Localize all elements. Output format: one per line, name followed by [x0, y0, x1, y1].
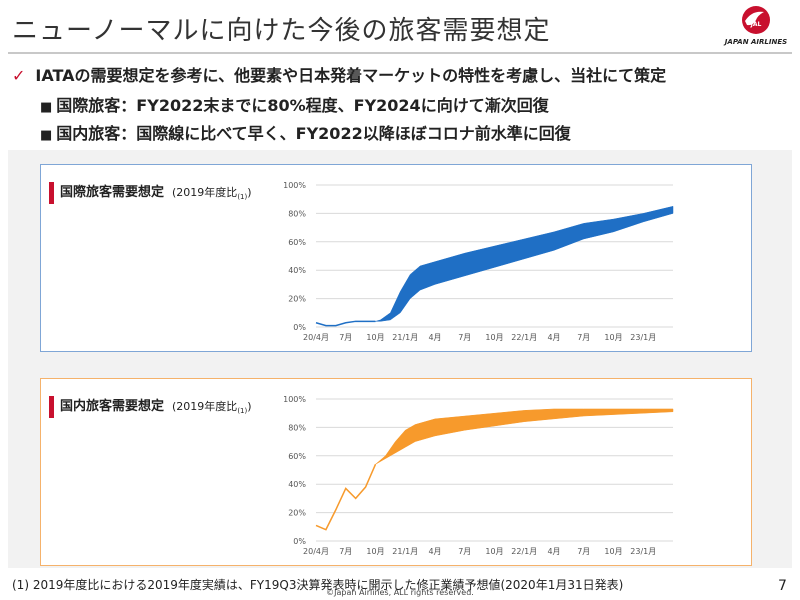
unit-close: )	[247, 400, 252, 413]
intl-x-tick-label: 22/1月	[511, 333, 537, 342]
dom-chart-title: 国内旅客需要想定 (2019年度比(1))	[49, 396, 252, 418]
dom-x-tick-label: 10月	[485, 547, 503, 556]
page-title: ニューノーマルに向けた今後の旅客需要想定	[12, 16, 551, 46]
intl-y-tick-label: 0%	[293, 323, 306, 332]
dom-chart-unit: (2019年度比(1))	[172, 400, 252, 416]
checkmark-icon: ✓	[12, 66, 26, 85]
bullet-dom-text: 国内旅客：国際線に比べて早く、FY2022以降ほぼコロナ前水準に回復	[56, 124, 571, 143]
intl-chart-card: 0% 20% 40% 60% 80% 100% 20/4月 7月 10月 21/1月 4月 7月 10月…	[40, 164, 752, 352]
unit-sup: (1)	[237, 407, 248, 416]
intl-x-tick-label: 23/1月	[630, 333, 656, 342]
dom-y-tick-label: 20%	[288, 509, 306, 518]
unit-label: (2019年度比	[172, 400, 238, 413]
intl-chart-title-text: 国際旅客需要想定	[60, 185, 165, 200]
intl-y-tick-label: 40%	[288, 266, 306, 275]
bullet-main-text: IATAの需要想定を参考に、他要素や日本発着マーケットの特性を考慮し、当社にて策…	[35, 66, 667, 85]
dom-y-tick-label: 100%	[283, 395, 306, 404]
intl-x-tick-label: 7月	[458, 333, 471, 342]
dom-actual-line	[315, 464, 377, 531]
intl-chart-title: 国際旅客需要想定 (2019年度比(1))	[49, 182, 252, 204]
intl-forecast-band	[375, 205, 674, 322]
intl-x-tick-label: 20/4月	[303, 333, 329, 342]
footnote: (1) 2019年度比における2019年度実績は、FY19Q3決算発表時に開示し…	[12, 578, 624, 592]
intl-x-tick-label: 10月	[604, 333, 622, 342]
dom-x-tick-label: 7月	[577, 547, 590, 556]
dom-forecast-band	[375, 408, 674, 465]
intl-demand-chart: 0% 20% 40% 60% 80% 100% 20/4月 7月 10月 21/1月 4月 7月 10月…	[283, 181, 674, 342]
intl-chart-unit: (2019年度比(1))	[172, 186, 252, 202]
intl-actual-line	[315, 320, 376, 327]
dom-x-tick-label: 7月	[339, 547, 352, 556]
unit-close: )	[247, 186, 252, 199]
intl-x-tick-label: 10月	[366, 333, 384, 342]
dom-x-tick-label: 4月	[428, 547, 441, 556]
dom-x-tick-label: 22/1月	[511, 547, 537, 556]
dom-chart-title-text: 国内旅客需要想定	[60, 399, 165, 414]
svg-text:JAL: JAL	[750, 21, 762, 28]
dom-x-tick-label: 4月	[547, 547, 560, 556]
intl-x-tick-label: 10月	[485, 333, 503, 342]
dom-demand-chart: 0% 20% 40% 60% 80% 100% 20/4月 7月 10月 21/1月 4月 7月 10月…	[283, 395, 674, 556]
title-divider	[8, 52, 792, 54]
dom-x-tick-label: 7月	[458, 547, 471, 556]
jal-logo: JAL JAPAN AIRLINES	[716, 4, 796, 50]
dom-x-tick-label: 21/1月	[392, 547, 418, 556]
intl-x-tick-label: 4月	[547, 333, 560, 342]
intl-x-tick-label: 21/1月	[392, 333, 418, 342]
bullet-dom: ■ 国内旅客：国際線に比べて早く、FY2022以降ほぼコロナ前水準に回復	[40, 120, 571, 144]
intl-y-tick-label: 20%	[288, 295, 306, 304]
dom-x-tick-label: 23/1月	[630, 547, 656, 556]
page-number: 7	[778, 578, 787, 594]
bullet-intl: ■ 国際旅客：FY2022末までに80%程度、FY2024に向けて漸次回復	[40, 92, 549, 116]
dom-x-tick-label: 20/4月	[303, 547, 329, 556]
crane-logo-icon: JAL	[742, 6, 770, 34]
bullet-intl-text: 国際旅客：FY2022末までに80%程度、FY2024に向けて漸次回復	[56, 96, 549, 115]
intl-y-tick-label: 60%	[288, 238, 306, 247]
dom-y-tick-label: 80%	[288, 423, 306, 432]
dom-y-tick-label: 40%	[288, 480, 306, 489]
intl-y-tick-label: 80%	[288, 209, 306, 218]
unit-sup: (1)	[237, 193, 248, 202]
dom-y-tick-label: 60%	[288, 452, 306, 461]
intl-y-tick-label: 100%	[283, 181, 306, 190]
logo-text: JAPAN AIRLINES	[724, 38, 788, 46]
dom-x-tick-label: 10月	[366, 547, 384, 556]
intl-x-tick-label: 7月	[577, 333, 590, 342]
copyright: ©Japan Airlines, ALL rights reserved.	[326, 588, 474, 597]
intl-x-tick-label: 4月	[428, 333, 441, 342]
dom-x-tick-label: 10月	[604, 547, 622, 556]
square-bullet-icon: ■	[40, 128, 53, 143]
bullet-main: ✓ IATAの需要想定を参考に、他要素や日本発着マーケットの特性を考慮し、当社にて…	[12, 62, 666, 86]
intl-x-tick-label: 7月	[339, 333, 352, 342]
square-bullet-icon: ■	[40, 100, 53, 115]
unit-label: (2019年度比	[172, 186, 238, 199]
dom-chart-card: 0% 20% 40% 60% 80% 100% 20/4月 7月 10月 21/1月 4月 7月 10月…	[40, 378, 752, 566]
dom-y-tick-label: 0%	[293, 537, 306, 546]
